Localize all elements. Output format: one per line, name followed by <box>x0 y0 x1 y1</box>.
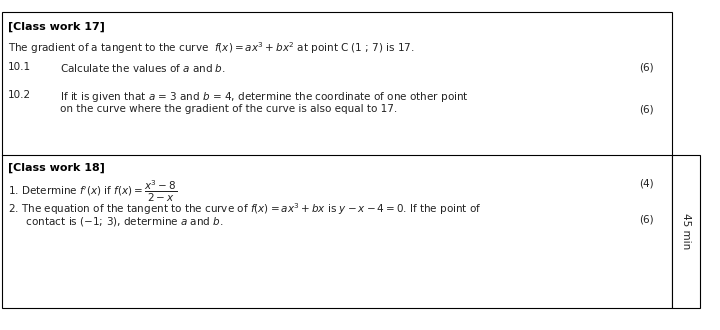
Text: 45 min: 45 min <box>681 214 691 249</box>
Text: on the curve where the gradient of the curve is also equal to 17.: on the curve where the gradient of the c… <box>60 104 397 114</box>
Text: 1. Determine $f'(x)$ if $f(x) = \dfrac{x^3-8}{2-x}$: 1. Determine $f'(x)$ if $f(x) = \dfrac{x… <box>8 179 177 204</box>
Bar <box>2 12 672 308</box>
Text: (6): (6) <box>639 104 654 114</box>
Text: [Class work 18]: [Class work 18] <box>8 163 105 173</box>
Text: (6): (6) <box>639 62 654 72</box>
Text: If it is given that $a$ = 3 and $b$ = 4, determine the coordinate of one other p: If it is given that $a$ = 3 and $b$ = 4,… <box>60 90 469 104</box>
Text: [Class work 17]: [Class work 17] <box>8 22 105 32</box>
Text: 2. The equation of the tangent to the curve of $f(x) = ax^3 + bx$ is $y - x - 4 : 2. The equation of the tangent to the cu… <box>8 201 482 217</box>
Text: Calculate the values of $a$ and $b$.: Calculate the values of $a$ and $b$. <box>60 62 226 74</box>
Text: (4): (4) <box>639 179 654 189</box>
Text: contact is $(-1;\, 3)$, determine $a$ and $b$.: contact is $(-1;\, 3)$, determine $a$ an… <box>16 215 224 228</box>
Text: 10.1: 10.1 <box>8 62 31 72</box>
Text: 10.2: 10.2 <box>8 90 31 100</box>
Text: (6): (6) <box>639 215 654 225</box>
Text: The gradient of a tangent to the curve  $f(x) = ax^3 + bx^2$ at point C (1 ; 7) : The gradient of a tangent to the curve $… <box>8 40 415 56</box>
Bar <box>672 155 700 308</box>
